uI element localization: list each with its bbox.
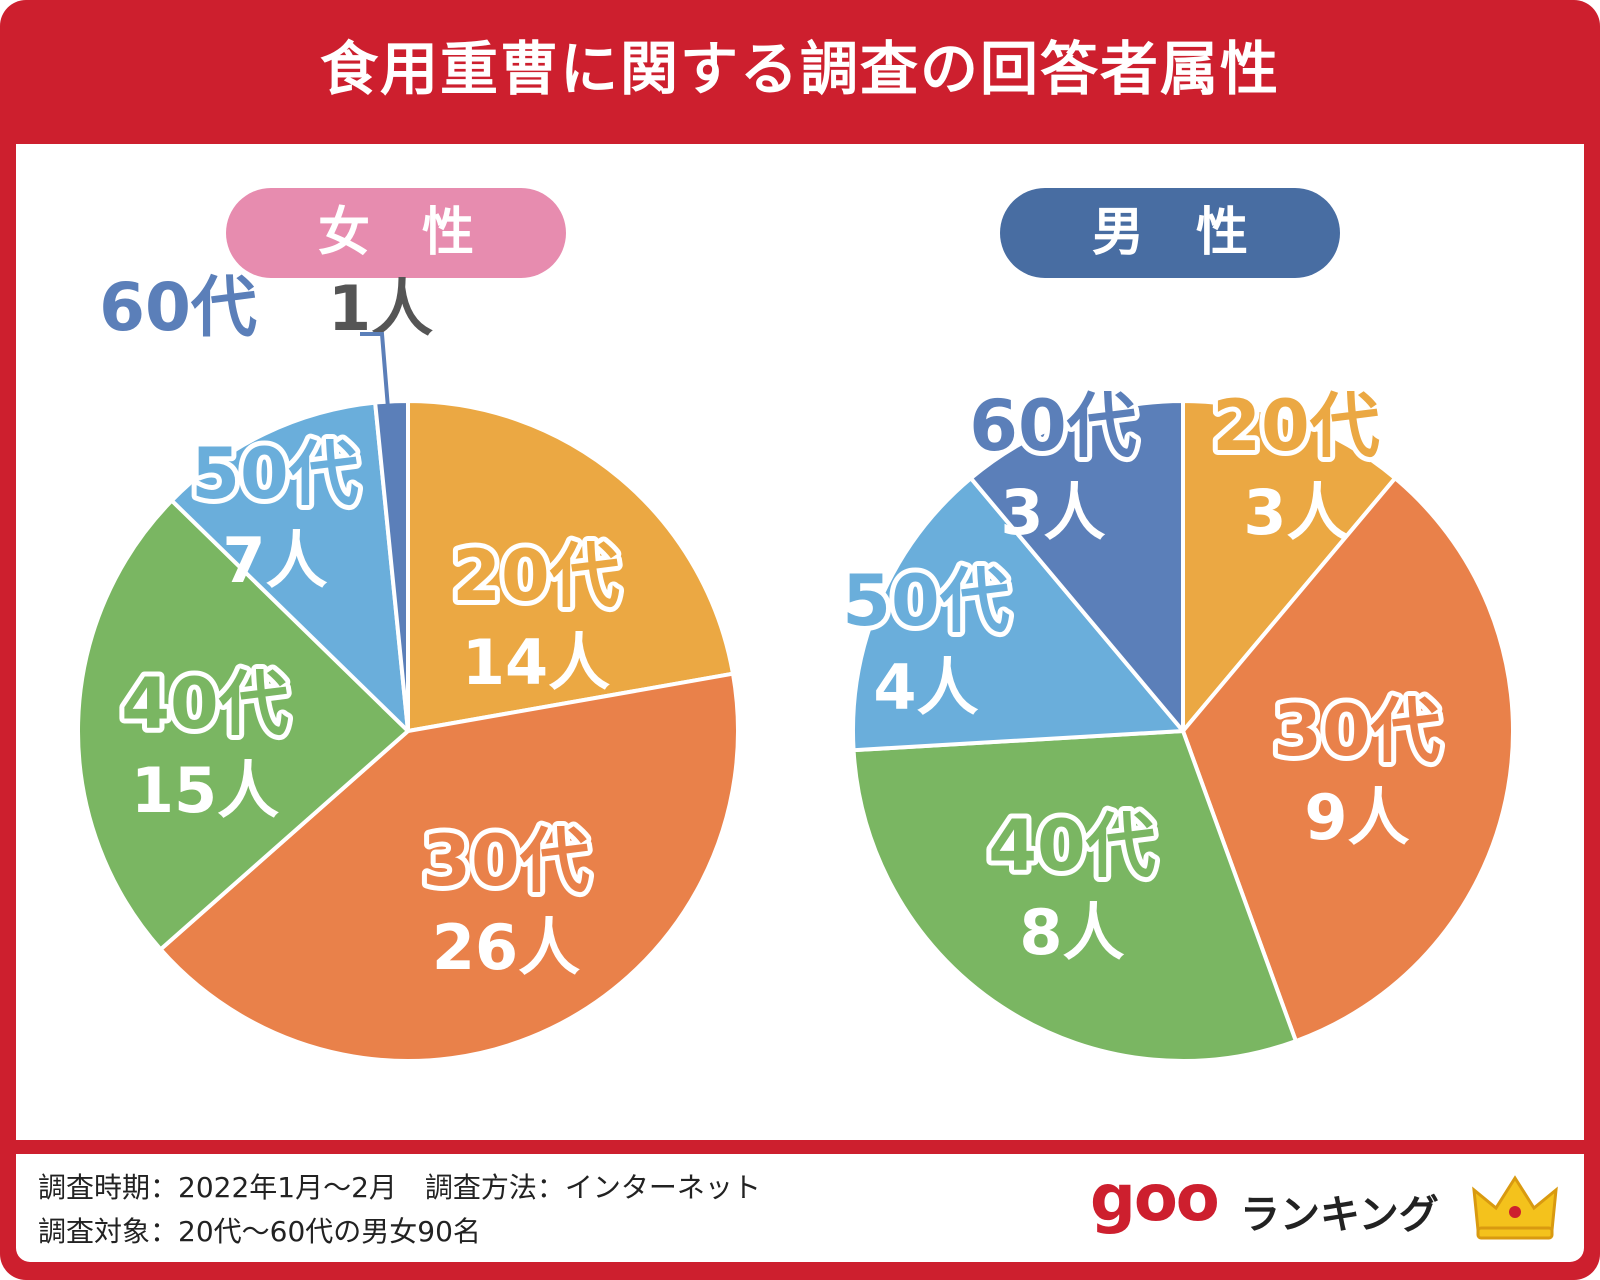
crown-icon bbox=[1472, 1175, 1558, 1240]
survey-target: 調査対象：20代〜60代の男女90名 bbox=[38, 1215, 481, 1248]
chart-panel bbox=[16, 144, 1584, 1140]
male-chart-title: 男 性 bbox=[1000, 188, 1340, 278]
goo-brand: goo bbox=[1090, 1162, 1220, 1236]
footer: 調査時期：2022年1月〜2月 調査方法：インターネット 調査対象：20代〜60… bbox=[16, 1154, 1584, 1262]
chart-title: 食用重曹に関する調査の回答者属性 bbox=[319, 35, 1280, 103]
ranking-text: ランキング bbox=[1240, 1192, 1439, 1238]
female-chart-title: 女 性 bbox=[226, 188, 566, 278]
survey-period-method: 調査時期：2022年1月〜2月 調査方法：インターネット bbox=[38, 1171, 761, 1204]
goo-ranking-logo: goo ランキング bbox=[1090, 1162, 1570, 1248]
